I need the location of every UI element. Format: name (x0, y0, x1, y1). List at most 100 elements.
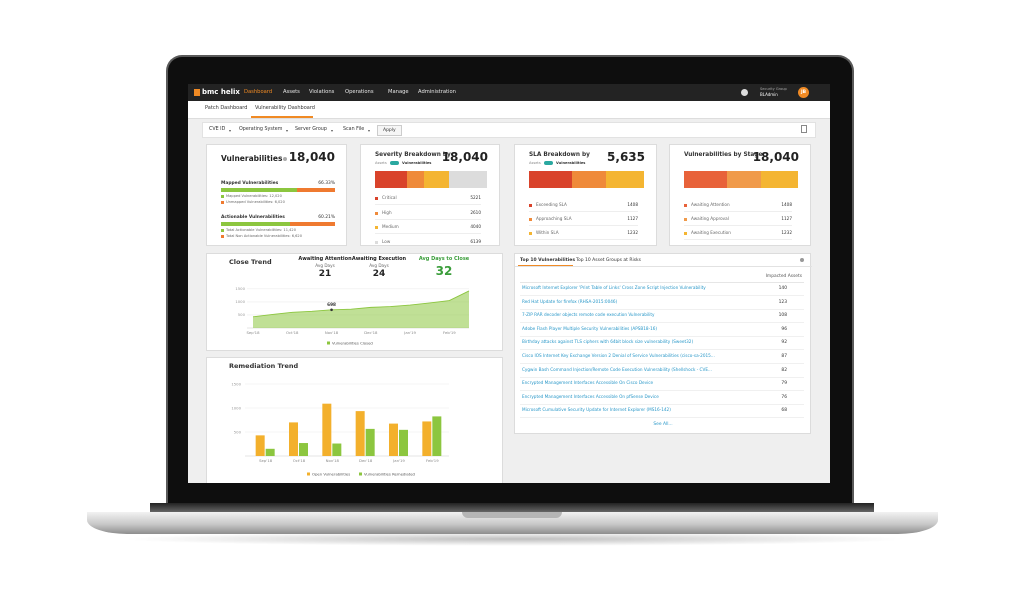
tab-underline (518, 264, 573, 266)
x-tick-label: Jan'19 (403, 330, 416, 335)
bar (332, 443, 342, 456)
logo: bmc helix (202, 88, 240, 96)
x-tick-label: Nov'18 (325, 330, 339, 335)
tab-underline (251, 116, 313, 118)
card-total: 18,040 (752, 150, 799, 164)
item-value: 5221 (470, 195, 481, 200)
bar (299, 443, 308, 456)
table-tab[interactable]: Top 10 Asset Groups at Risks (576, 257, 642, 263)
apply-button[interactable]: Apply (377, 125, 402, 137)
group-label: Actionable Vulnerabilities (221, 215, 285, 220)
item-label: Critical (382, 195, 397, 200)
bar (322, 403, 332, 456)
legend-swatch (375, 240, 378, 244)
toggle-switch[interactable] (390, 160, 399, 165)
logo-icon (194, 89, 200, 96)
avatar-initials[interactable]: JB (800, 90, 807, 95)
item-value: 1232 (781, 230, 792, 235)
stacked-segment (375, 171, 408, 188)
card: Vulnerabilities by Stage 18,040 Awaiting A… (669, 144, 811, 246)
area-fill (253, 290, 469, 328)
impacted-assets: 79 (781, 381, 787, 387)
vulnerability-link[interactable]: Encrypted Management Interfaces Accessib… (522, 380, 654, 386)
bar (265, 448, 275, 456)
row-divider (520, 376, 804, 378)
toggle-label: Vulnerabilities (556, 160, 586, 165)
filter-dropdown[interactable]: Operating System (239, 127, 289, 133)
legend-swatch (327, 341, 330, 345)
bar (355, 411, 365, 456)
legend-label: Open Vulnerabilities (312, 471, 350, 476)
stacked-segment (760, 171, 798, 188)
legend-swatch (684, 232, 687, 235)
stat-label: Awaiting Execution (351, 256, 407, 262)
tab[interactable]: Patch Dashboard (205, 105, 248, 111)
area-line (252, 290, 470, 318)
legend-swatch (221, 229, 224, 232)
filter-dropdown[interactable]: CVE ID (209, 127, 232, 133)
filter-dropdown[interactable]: Scan File (343, 127, 371, 133)
vulnerability-link[interactable]: Birthday attacks against TLS ciphers wit… (522, 339, 694, 345)
see-all-link[interactable]: See All... (653, 422, 673, 427)
item-value: 1408 (781, 202, 792, 207)
vulnerability-link[interactable]: Microsoft Cumulative Security Update for… (522, 407, 671, 413)
nav-item[interactable]: Manage (388, 88, 409, 95)
vulnerability-link[interactable]: Microsoft Internet Explorer 'Print Table… (522, 285, 706, 290)
legend-swatch (221, 200, 224, 204)
user-name: BLAdmin (760, 91, 778, 97)
stacked-segment (684, 171, 727, 188)
legend-label: Vulnerabilities Remediated (364, 471, 416, 476)
base-notch (462, 512, 562, 518)
data-label: 698 (327, 302, 336, 307)
impacted-assets: 96 (781, 326, 787, 332)
row-divider (375, 218, 481, 220)
row-divider (520, 349, 804, 351)
vulnerability-link[interactable]: Red Hat Update for firefox (RHSA-2015:00… (522, 298, 618, 304)
nav-item[interactable]: Violations (309, 88, 335, 95)
impacted-assets: 76 (781, 394, 787, 400)
card: Vulnerabilities 18,040 Mapped Vulnerabilit… (206, 144, 347, 246)
bar (255, 435, 265, 456)
group-percent: 60.21% (318, 215, 335, 220)
bar (365, 428, 375, 456)
vulnerability-link[interactable]: Cisco IOS Internet Key Exchange Version … (522, 353, 715, 358)
stacked-segment (606, 171, 644, 188)
impacted-assets: 140 (778, 286, 787, 291)
bar (432, 416, 442, 456)
table-tab[interactable]: Top 10 Vulnerabilities (520, 257, 576, 263)
nav-item[interactable]: Assets (283, 88, 300, 95)
card: Close Trend 500 1000 1500 Sep'18 Oct'18 Nov'18… (206, 253, 503, 351)
group-percent: 66.33% (318, 181, 335, 186)
card-total: 18,040 (441, 150, 488, 164)
avatar: JB (798, 87, 809, 98)
nav-item[interactable]: Operations (345, 88, 374, 95)
item-value: 1127 (627, 216, 638, 221)
vulnerability-link[interactable]: Encrypted Management Interfaces Accessib… (522, 393, 659, 399)
stacked-segment (571, 171, 607, 188)
item-value: 1232 (627, 230, 638, 235)
card-title: Vulnerabilities by Stage (684, 152, 763, 158)
highlight-point (330, 308, 333, 312)
tab[interactable]: Vulnerability Dashboard (255, 105, 315, 111)
toggle-switch[interactable] (544, 160, 553, 165)
x-tick-label: Sep'18 (259, 458, 273, 463)
row-divider (529, 211, 638, 212)
vulnerability-link[interactable]: 7-ZIP RAR decoder objects remote code ex… (522, 312, 655, 318)
filter-dropdown[interactable]: Server Group (295, 127, 333, 133)
item-value: 6139 (470, 238, 481, 244)
vulnerability-link[interactable]: Cygwin Bash Command Injection/Remote Cod… (522, 366, 712, 372)
x-tick-label: Sep'18 (246, 330, 260, 335)
x-tick-label: Dec'18 (359, 458, 373, 463)
stacked-segment (423, 171, 449, 188)
nav-item[interactable]: Administration (418, 88, 456, 95)
chart-title: Remediation Trend (229, 362, 299, 370)
card-total: 5,635 (607, 150, 645, 164)
filter-bar (202, 122, 816, 138)
legend-swatch (359, 472, 362, 476)
bar (389, 423, 398, 456)
nav-item[interactable]: Dashboard (244, 88, 273, 95)
bar (289, 422, 298, 456)
chart-svg: 500 1000 1500 Sep'18 Oct'18 Nov'18 Dec'18 Jan'1… (231, 381, 449, 476)
vulnerability-link[interactable]: Adobe Flash Player Multiple Security Vul… (522, 325, 658, 331)
legend-text: Unmapped Vulnerabilities: 6,020 (226, 199, 285, 204)
